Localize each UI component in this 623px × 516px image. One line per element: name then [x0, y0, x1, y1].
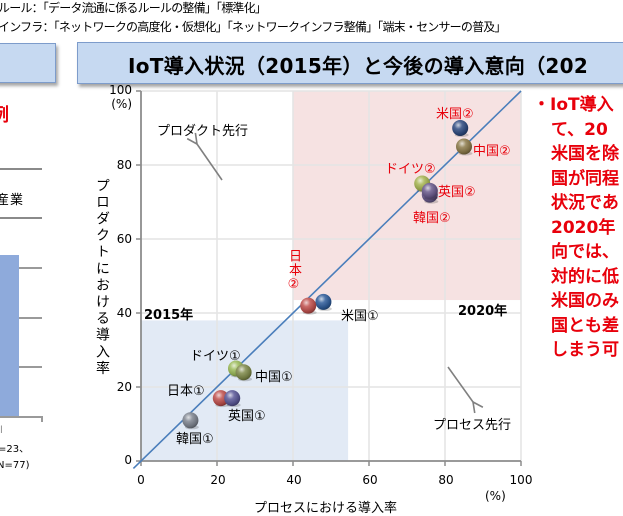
left-table-rule-bottom — [0, 217, 42, 219]
point-label-china-2020: 中国② — [473, 144, 511, 159]
commentary-line: 向では、 — [551, 242, 619, 262]
highlight-regions — [141, 91, 521, 461]
x-tick-80: 80 — [438, 473, 454, 487]
point-label-china-2015: 中国① — [255, 370, 293, 385]
data-point-us-2015 — [315, 293, 332, 311]
point-highlight — [182, 412, 199, 429]
point-label-us-2020: 米国② — [436, 107, 474, 122]
x-tick-100: 100 — [509, 473, 533, 487]
point-highlight — [300, 297, 317, 314]
left-category-label: 産業 — [0, 193, 25, 208]
point-highlight — [212, 390, 229, 407]
x-tick-0: 0 — [137, 473, 145, 487]
y-tick-40: 40 — [116, 306, 132, 320]
header-note-rules: ルール：「データ流通に係るルールの整備」「標準化」 — [0, 1, 267, 15]
x-tick-20: 20 — [210, 473, 226, 487]
point-label-korea-2015: 韓国① — [176, 432, 214, 447]
commentary-line: て、20 — [551, 119, 608, 140]
commentary-line: 米国を除 — [551, 144, 619, 164]
left-footnote-marker: l — [0, 425, 3, 436]
point-label-germany-2015: ドイツ① — [190, 349, 241, 364]
point-highlight — [456, 138, 472, 155]
y-tick-0: 0 — [124, 453, 132, 467]
y-tick-20: 20 — [116, 380, 132, 394]
commentary-line: 国が同程 — [551, 168, 619, 189]
annotation-process-first: プロセス先行 — [433, 418, 512, 433]
annotation-arrows — [197, 144, 473, 402]
process-first-arrow-icon — [447, 366, 473, 402]
data-point-japan-2020 — [300, 297, 317, 315]
commentary-line: しまう可 — [551, 340, 619, 360]
commentary-text: ・IoT導入 て、20 米国を除 国が同程 状況であ 2020年 向では、 対的… — [533, 93, 623, 363]
left-gridline — [19, 317, 42, 319]
x-tick-40: 40 — [286, 473, 302, 487]
data-points — [182, 120, 473, 430]
point-label-japan-2015: 日本① — [167, 384, 205, 399]
left-panel-red-heading: 例 — [0, 101, 9, 127]
product-first-arrow-icon — [197, 144, 223, 181]
main-title-box: IoT導入状況（2015年）と今後の導入意向（202 — [77, 42, 623, 84]
point-highlight — [315, 293, 332, 310]
region-label-2015: 2015年 — [144, 308, 194, 323]
point-label-germany-2020: ドイツ② — [385, 162, 436, 177]
data-point-korea-2015 — [182, 412, 199, 430]
axes — [136, 90, 522, 466]
point-label-korea-2020: 韓国② — [413, 211, 451, 226]
left-axis — [0, 416, 42, 418]
left-axis-tick — [41, 416, 43, 422]
region-2020年 — [293, 91, 521, 301]
gridlines — [141, 90, 522, 461]
reference-line — [132, 90, 522, 469]
point-label-uk-2015: 英国① — [228, 409, 266, 424]
left-panel-title-box — [0, 43, 56, 83]
point-highlight — [224, 390, 241, 407]
data-point-china-2015 — [235, 364, 253, 382]
commentary-line: ・IoT導入 — [533, 95, 614, 115]
commentary-line: 2020年 — [551, 217, 616, 238]
data-point-china-2020 — [456, 138, 473, 156]
left-footnote-n1: =23、 — [0, 444, 30, 455]
y-tick-80: 80 — [116, 158, 132, 172]
data-point-uk-2015 — [224, 390, 241, 408]
point-highlight — [452, 120, 469, 136]
data-point-uk-2020 — [421, 182, 439, 200]
left-footnote-n2: N=77) — [0, 460, 30, 471]
x-axis-title: プロセスにおける導入率 — [254, 501, 398, 516]
left-gridline — [19, 267, 42, 269]
region-label-2020: 2020年 — [458, 304, 508, 319]
point-highlight — [235, 364, 252, 381]
y-unit: (%) — [111, 97, 132, 111]
header-note-infra: インフラ：「ネットワークの高度化・仮想化」「ネットワークインフラ整備」「端末・セ… — [0, 20, 506, 34]
annotation-product-first: プロダクト先行 — [157, 124, 249, 139]
y-tick-60: 60 — [116, 232, 132, 246]
left-gridline — [19, 366, 42, 368]
commentary-line: 米国のみ — [551, 291, 619, 311]
commentary-line: 対的に低 — [551, 266, 619, 287]
main-title: IoT導入状況（2015年）と今後の導入意向（202 — [128, 54, 589, 78]
diagonal-reference-line — [132, 90, 522, 469]
point-label-uk-2020: 英国② — [438, 185, 476, 200]
commentary-line: 国とも差 — [551, 315, 619, 336]
region-2015年 — [141, 320, 349, 461]
left-bar — [0, 255, 19, 416]
data-point-japan-2015 — [212, 390, 230, 408]
point-label-us-2015: 米国① — [341, 309, 379, 324]
point-label-japan-2020: 日本② — [286, 249, 301, 293]
commentary-line: 状況であ — [551, 193, 619, 213]
left-table-rule-top — [0, 168, 42, 170]
x-tick-60: 60 — [362, 473, 378, 487]
y-axis-title: プロダクトにおける導入率 — [94, 178, 110, 378]
x-unit: (%) — [485, 489, 506, 503]
point-highlight — [421, 182, 438, 199]
data-point-us-2020 — [452, 120, 469, 137]
y-tick-100: 100 — [109, 83, 132, 97]
